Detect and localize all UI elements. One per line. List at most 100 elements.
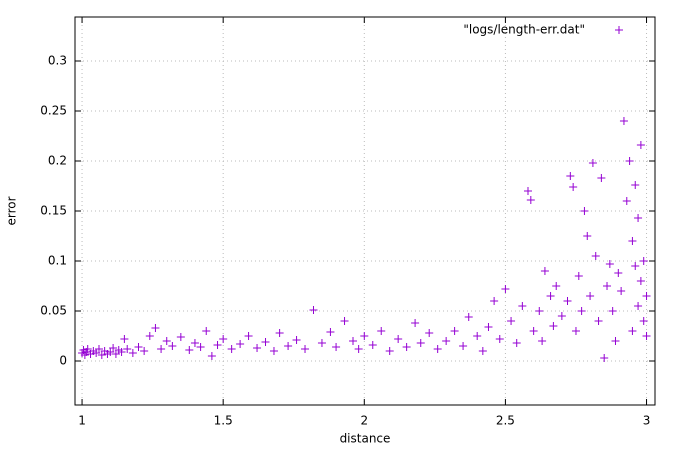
y-tick-label: 0 [59,354,67,368]
point [145,332,154,340]
x-axis-label: distance [340,432,391,446]
point [275,329,284,337]
point [94,345,103,353]
point [340,317,349,325]
point [603,282,612,290]
point [631,181,640,189]
point [552,282,561,290]
point [512,339,521,347]
point [309,306,318,314]
point [284,342,293,350]
point [354,345,363,353]
point [639,317,648,325]
point [292,336,301,344]
point [549,322,558,330]
point [617,287,626,295]
point [394,335,403,343]
point [157,345,166,353]
point [349,337,358,345]
point [162,337,171,345]
point [402,343,411,351]
point [140,347,149,355]
x-tick-label: 1 [78,414,86,428]
point [619,117,628,125]
y-tick-label: 0.05 [40,304,67,318]
point [190,339,199,347]
point [244,332,253,340]
point [227,345,236,353]
point [120,335,129,343]
point [385,347,394,355]
y-tick-label: 0.2 [48,154,67,168]
point [628,327,637,335]
x-tick-label: 2 [360,414,368,428]
point [571,327,580,335]
point [583,232,592,240]
point [196,343,205,351]
point [518,302,527,310]
point [464,313,473,321]
y-tick-label: 0.1 [48,254,67,268]
point [261,338,270,346]
x-tick-label: 3 [643,414,651,428]
point [495,335,504,343]
point [134,343,143,351]
point [507,317,516,325]
point [625,157,634,165]
point [117,348,126,356]
point [642,292,651,300]
point [484,323,493,331]
point [523,187,532,195]
point [109,344,118,352]
point [459,342,468,350]
point [213,341,222,349]
point [151,324,160,332]
point [269,347,278,355]
point [642,332,651,340]
point [442,337,451,345]
x-tick-label: 2.5 [496,414,515,428]
point [202,327,211,335]
point [185,346,194,354]
point [360,332,369,340]
y-axis-label: error [5,196,19,225]
point [326,328,335,336]
y-tick-label: 0.25 [40,104,67,118]
point [478,347,487,355]
point [538,337,547,345]
point [450,327,459,335]
point [594,317,603,325]
point [535,307,544,315]
point [128,349,137,357]
point [546,292,555,300]
point [433,345,442,353]
point [526,196,535,204]
point [634,214,643,222]
point [622,197,631,205]
point [176,333,185,341]
point [301,345,310,353]
point [168,342,177,350]
point [574,272,583,280]
point [569,183,578,191]
point [332,343,341,351]
point [631,262,640,270]
point [253,344,262,352]
point [636,141,645,149]
point [83,345,92,353]
point [591,252,600,260]
point [490,297,499,305]
legend-marker [615,26,623,34]
point [605,260,614,268]
point [608,307,617,315]
point [566,172,575,180]
point [597,174,606,182]
point [377,327,386,335]
point [639,257,648,265]
point [540,267,549,275]
point [588,159,597,167]
point [236,340,245,348]
point [425,329,434,337]
point [317,339,326,347]
